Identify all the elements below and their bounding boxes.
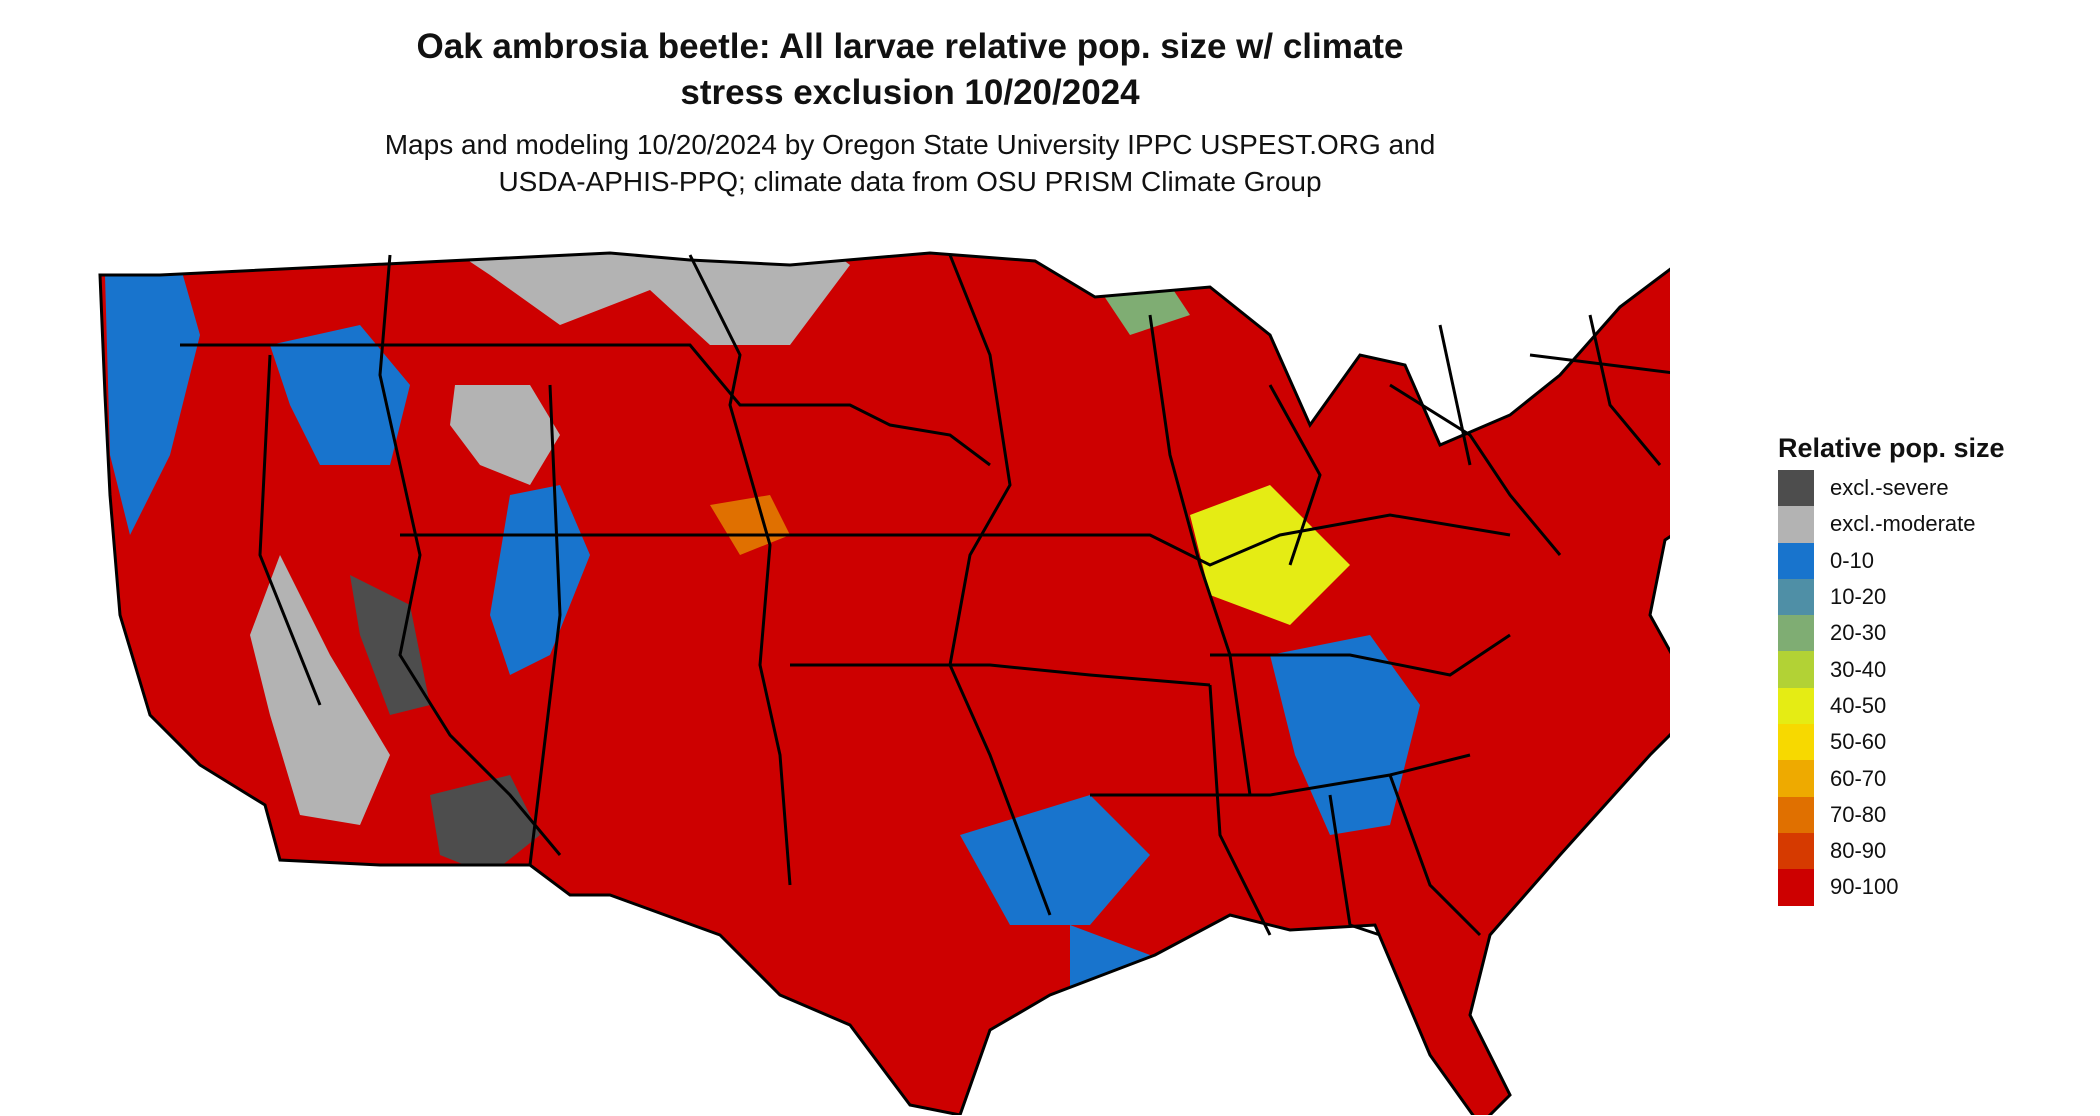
map-subtitle: Maps and modeling 10/20/2024 by Oregon S… bbox=[240, 126, 1580, 200]
title-line-2: stress exclusion 10/20/2024 bbox=[680, 73, 1140, 112]
legend-label: 50-60 bbox=[1830, 729, 1887, 755]
legend-label: excl.-moderate bbox=[1830, 511, 1976, 537]
legend-item: 60-70 bbox=[1778, 760, 2078, 797]
legend: Relative pop. size excl.-severe excl.-mod… bbox=[1778, 430, 2078, 906]
legend-swatch bbox=[1778, 542, 1814, 579]
legend-label: excl.-severe bbox=[1830, 475, 1949, 501]
legend-swatch bbox=[1778, 687, 1814, 725]
legend-item: 40-50 bbox=[1778, 687, 2078, 725]
legend-label: 10-20 bbox=[1830, 584, 1887, 610]
legend-item: 80-90 bbox=[1778, 832, 2078, 870]
legend-item: 0-10 bbox=[1778, 542, 2078, 579]
legend-title: Relative pop. size bbox=[1778, 433, 2005, 463]
legend-label: 0-10 bbox=[1830, 547, 1875, 573]
legend-item: 10-20 bbox=[1778, 578, 2078, 616]
title-line-1: Oak ambrosia beetle: All larvae relative… bbox=[416, 27, 1404, 66]
legend-item: excl.-moderate bbox=[1778, 506, 2078, 543]
legend-item: 30-40 bbox=[1778, 651, 2078, 688]
legend-swatch bbox=[1778, 470, 1814, 507]
legend-swatch bbox=[1778, 796, 1814, 833]
legend-item: 90-100 bbox=[1778, 869, 2078, 906]
legend-item: 20-30 bbox=[1778, 615, 2078, 652]
legend-label: 20-30 bbox=[1830, 620, 1887, 646]
legend-item: 70-80 bbox=[1778, 796, 2078, 833]
legend-swatch bbox=[1778, 869, 1814, 906]
legend-item: excl.-severe bbox=[1778, 470, 2078, 507]
map-fill bbox=[100, 243, 1670, 1115]
legend-swatch bbox=[1778, 832, 1814, 870]
legend-swatch bbox=[1778, 760, 1814, 797]
subtitle-line-1: Maps and modeling 10/20/2024 by Oregon S… bbox=[384, 129, 1436, 160]
legend-swatch bbox=[1778, 651, 1814, 688]
state-borders bbox=[98, 241, 1670, 1115]
legend-label: 70-80 bbox=[1830, 801, 1887, 827]
legend-label: 80-90 bbox=[1830, 838, 1887, 864]
legend-label: 90-100 bbox=[1830, 874, 1899, 900]
legend-item: 50-60 bbox=[1778, 724, 2078, 761]
legend-label: 30-40 bbox=[1830, 656, 1887, 682]
legend-items: excl.-severe excl.-moderate 0-10 10-20 20-30… bbox=[1778, 470, 2078, 906]
legend-label: 40-50 bbox=[1830, 692, 1887, 718]
legend-swatch bbox=[1778, 724, 1814, 761]
map-title: Oak ambrosia beetle: All larvae relative… bbox=[240, 24, 1580, 116]
subtitle-line-2: USDA-APHIS-PPQ; climate data from OSU PR… bbox=[498, 166, 1322, 197]
us-map bbox=[98, 241, 1670, 1115]
legend-swatch bbox=[1778, 506, 1814, 543]
legend-swatch bbox=[1778, 578, 1814, 616]
legend-label: 60-70 bbox=[1830, 765, 1887, 791]
legend-swatch bbox=[1778, 615, 1814, 652]
